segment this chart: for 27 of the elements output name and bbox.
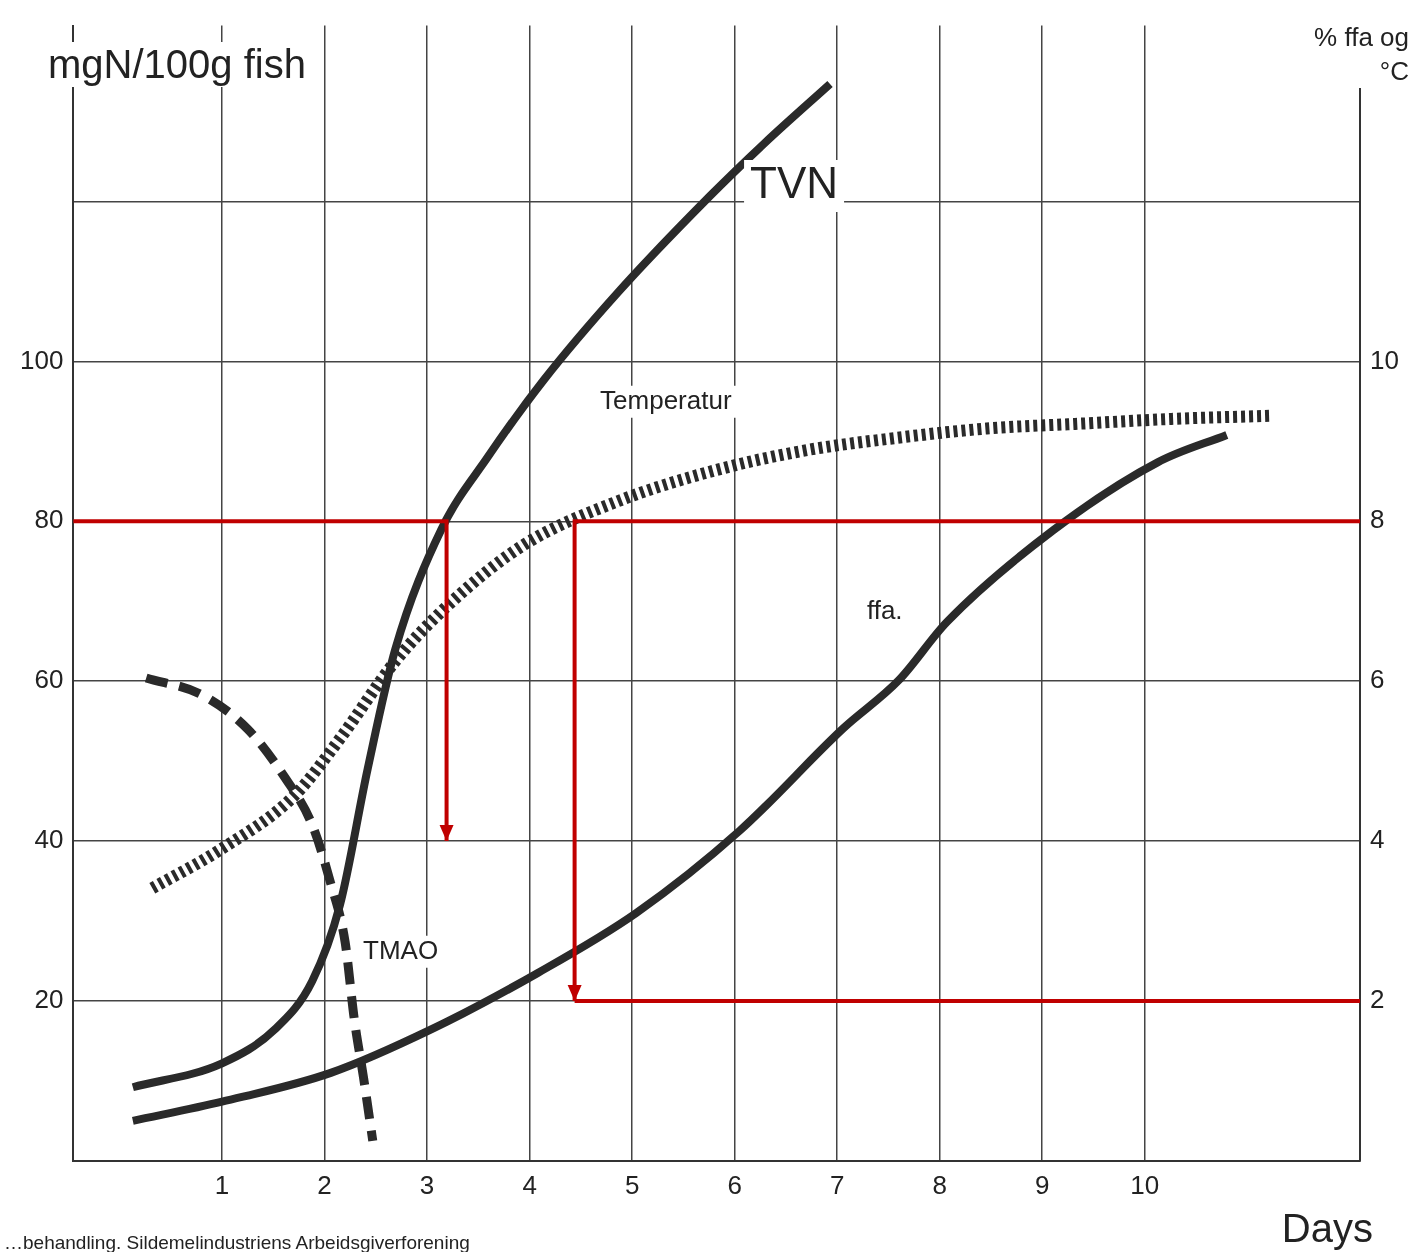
y2-tick-label: 4: [1370, 824, 1385, 855]
y2-tick-label: 6: [1370, 664, 1385, 695]
x-tick-label: 10: [1130, 1169, 1160, 1200]
y-tick-label: 80: [34, 504, 64, 535]
x-tick-label: 8: [932, 1169, 947, 1200]
series-label: TMAO: [363, 934, 439, 965]
y2-axis-title: % ffa og °C: [1289, 20, 1409, 88]
x-axis-title: Days: [1281, 1206, 1373, 1251]
x-tick-label: 4: [522, 1169, 537, 1200]
y2-tick-label: 2: [1370, 984, 1385, 1015]
x-tick-label: 5: [624, 1169, 640, 1200]
y2-tick-label: 10: [1370, 344, 1399, 375]
x-tick-label: 7: [829, 1169, 845, 1200]
y-tick-label: 100: [19, 344, 64, 375]
y-tick-label: 60: [34, 664, 64, 695]
series-label: ffa.: [866, 595, 903, 626]
series-label: Temperatur: [600, 384, 732, 415]
y-axis-title: mgN/100g fish: [48, 42, 306, 87]
y2-tick-label: 8: [1370, 504, 1385, 535]
x-tick-label: 9: [1035, 1169, 1050, 1200]
x-tick-label: 6: [727, 1169, 742, 1200]
series-label: TVN: [750, 158, 839, 208]
x-tick-label: 2: [317, 1169, 332, 1200]
y-tick-label: 20: [34, 984, 64, 1015]
x-tick-label: 3: [419, 1169, 435, 1200]
y-tick-label: 40: [34, 824, 64, 855]
x-tick-label: 1: [214, 1169, 230, 1200]
